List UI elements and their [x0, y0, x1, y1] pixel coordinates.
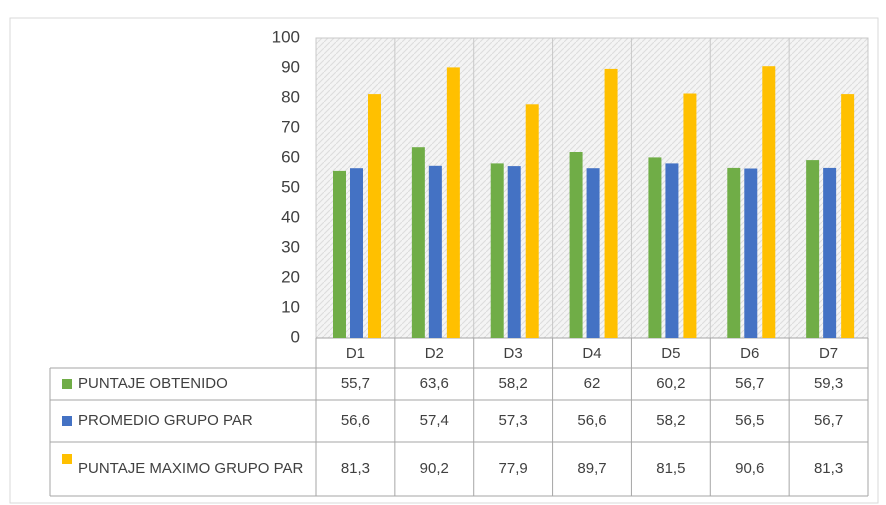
table-value: 56,5: [735, 412, 764, 429]
legend-key: [62, 454, 72, 464]
legend-label: PUNTAJE MAXIMO GRUPO PAR: [78, 460, 304, 477]
x-tick-label: D6: [740, 345, 759, 362]
bar: [350, 168, 363, 338]
legend-label-box: PUNTAJE MAXIMO GRUPO PAR: [78, 460, 304, 477]
table-value: 59,3: [814, 375, 843, 392]
x-tick-label: D1: [346, 345, 365, 362]
table-value: 89,7: [577, 460, 606, 477]
bar: [333, 170, 346, 338]
table-value: 57,4: [420, 412, 449, 429]
table-value: 58,2: [499, 375, 528, 392]
bar: [604, 68, 618, 339]
y-tick-label: 90: [281, 57, 300, 76]
x-tick-label: D2: [425, 345, 444, 362]
bar: [569, 152, 583, 338]
bar: [806, 160, 820, 338]
legend-label-box: PROMEDIO GRUPO PAR: [78, 412, 253, 429]
table-value: 55,7: [341, 375, 370, 392]
table-value: 56,7: [735, 375, 764, 392]
table-value: 62: [584, 375, 601, 392]
legend-label-box: PUNTAJE OBTENIDO: [78, 375, 228, 392]
table-value: 56,6: [341, 412, 370, 429]
y-tick-label: 50: [281, 177, 300, 196]
y-tick-label: 30: [281, 237, 300, 256]
legend-label: PROMEDIO GRUPO PAR: [78, 412, 253, 429]
table-value: 90,6: [735, 460, 764, 477]
bar: [525, 104, 539, 338]
table-value: 81,3: [814, 460, 843, 477]
table-value: 81,5: [656, 460, 685, 477]
table-value: 63,6: [420, 375, 449, 392]
bar: [368, 94, 381, 338]
y-tick-label: 70: [281, 117, 300, 136]
table-value: 60,2: [656, 375, 685, 392]
bar: [665, 163, 679, 338]
table-value: 90,2: [420, 460, 449, 477]
table-value: 56,7: [814, 412, 843, 429]
y-tick-label: 100: [272, 27, 300, 46]
x-tick-label: D3: [504, 345, 523, 362]
legend-key: [62, 379, 72, 389]
y-tick-label: 0: [291, 327, 300, 346]
x-tick-label: D7: [819, 345, 838, 362]
legend-key: [62, 416, 72, 426]
bar: [586, 168, 600, 338]
bar: [727, 167, 741, 338]
y-tick-label: 60: [281, 147, 300, 166]
bar: [683, 93, 697, 338]
bar: [823, 167, 837, 338]
table-value: 57,3: [499, 412, 528, 429]
y-tick-label: 40: [281, 207, 300, 226]
y-tick-label: 20: [281, 267, 300, 286]
table-value: 77,9: [499, 460, 528, 477]
bar: [446, 67, 460, 339]
bar: [507, 166, 521, 338]
bar: [841, 94, 855, 338]
x-tick-label: D4: [582, 345, 601, 362]
table-value: 56,6: [577, 412, 606, 429]
x-tick-label: D5: [661, 345, 680, 362]
bar: [411, 147, 425, 338]
table-value: 58,2: [656, 412, 685, 429]
bar: [648, 157, 662, 338]
y-tick-label: 80: [281, 87, 300, 106]
legend-label: PUNTAJE OBTENIDO: [78, 375, 228, 392]
bar: [744, 168, 758, 338]
table-value: 81,3: [341, 460, 370, 477]
bar: [490, 163, 504, 338]
bar: [428, 165, 442, 338]
bar: [762, 66, 776, 338]
y-tick-label: 10: [281, 297, 300, 316]
